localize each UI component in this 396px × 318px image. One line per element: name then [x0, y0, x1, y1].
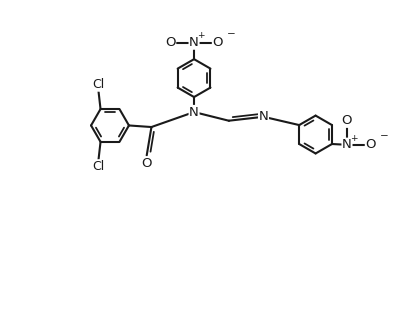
Text: O: O [213, 36, 223, 49]
Text: +: + [350, 134, 358, 142]
Text: +: + [197, 31, 204, 40]
Text: O: O [366, 138, 376, 151]
Text: N: N [189, 106, 199, 119]
Text: N: N [259, 110, 268, 123]
Text: O: O [141, 157, 152, 170]
Text: N: N [189, 36, 199, 49]
Text: Cl: Cl [92, 160, 104, 173]
Text: −: − [380, 131, 388, 141]
Text: Cl: Cl [92, 78, 104, 91]
Text: N: N [342, 138, 352, 151]
Text: −: − [227, 29, 236, 39]
Text: O: O [165, 36, 176, 49]
Text: O: O [342, 114, 352, 127]
